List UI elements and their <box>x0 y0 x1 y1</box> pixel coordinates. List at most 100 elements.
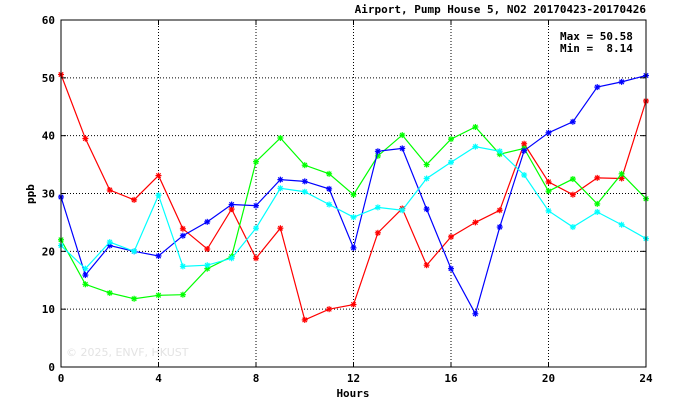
data-point <box>253 158 259 165</box>
data-point <box>472 219 479 226</box>
data-point <box>521 140 528 147</box>
x-tick-label: 20 <box>542 372 555 385</box>
data-point <box>374 148 381 155</box>
data-point <box>594 174 601 181</box>
data-point <box>253 255 259 262</box>
y-tick-label: 60 <box>42 14 55 27</box>
data-point <box>569 224 576 231</box>
chart-title: Airport, Pump House 5, NO2 20170423-2017… <box>355 3 647 16</box>
data-point <box>350 214 357 221</box>
data-point <box>277 176 284 183</box>
data-point <box>423 161 430 168</box>
data-point <box>179 232 186 239</box>
data-point <box>155 172 162 179</box>
data-point <box>82 281 89 288</box>
y-tick-label: 50 <box>42 72 55 85</box>
data-point <box>618 175 625 182</box>
data-point <box>326 201 333 208</box>
series-4 <box>58 143 649 272</box>
data-point <box>179 225 186 232</box>
data-point <box>228 206 235 213</box>
data-point <box>399 145 406 152</box>
data-point <box>106 289 113 296</box>
data-point <box>472 123 479 130</box>
data-point <box>448 265 454 272</box>
data-point <box>521 147 528 154</box>
grid-lines <box>61 20 646 367</box>
data-point <box>569 176 576 183</box>
data-point <box>155 192 162 199</box>
axis-ticks <box>60 19 647 368</box>
data-point <box>131 248 138 255</box>
x-tick-label: 8 <box>253 372 260 385</box>
data-point <box>399 132 406 139</box>
y-tick-label: 0 <box>48 361 55 374</box>
data-point <box>569 118 576 125</box>
data-point <box>277 225 284 232</box>
data-point <box>594 200 601 207</box>
data-point <box>496 224 503 231</box>
data-point <box>496 207 503 214</box>
data-point <box>618 170 625 177</box>
series-layer <box>58 71 649 323</box>
data-point <box>618 221 625 228</box>
data-point <box>301 178 308 185</box>
data-point <box>448 136 454 143</box>
data-point <box>423 206 430 213</box>
data-point <box>350 244 357 251</box>
y-tick-label: 10 <box>42 303 55 316</box>
data-point <box>155 252 162 259</box>
data-point <box>277 185 284 192</box>
data-point <box>301 188 308 195</box>
y-tick-label: 20 <box>42 245 55 258</box>
data-point <box>228 201 235 208</box>
y-axis-label: ppb <box>24 184 37 204</box>
data-point <box>545 188 552 195</box>
data-point <box>423 175 430 182</box>
data-point <box>496 148 503 155</box>
data-point <box>106 239 113 246</box>
y-tick-labels: 0 10 20 30 40 50 60 <box>42 14 55 374</box>
data-point <box>228 255 235 262</box>
data-point <box>106 187 113 194</box>
data-point <box>326 170 333 177</box>
data-point <box>82 135 89 142</box>
data-point <box>350 191 357 198</box>
x-tick-label: 16 <box>444 372 458 385</box>
data-point <box>204 246 211 253</box>
data-point <box>350 301 357 308</box>
data-point <box>253 202 259 209</box>
data-point <box>521 171 528 178</box>
data-point <box>399 207 406 214</box>
data-point <box>131 196 138 203</box>
data-point <box>204 262 211 269</box>
data-point <box>594 84 601 91</box>
data-point <box>131 295 138 302</box>
data-point <box>204 218 211 225</box>
data-point <box>423 262 430 269</box>
data-point <box>545 207 552 214</box>
x-axis-label: Hours <box>336 387 369 400</box>
data-point <box>472 143 479 150</box>
data-point <box>179 263 186 270</box>
max-stat: Max = 50.58 <box>560 30 633 43</box>
data-point <box>326 306 333 313</box>
data-point <box>545 129 552 136</box>
data-point <box>155 292 162 299</box>
data-point <box>448 233 454 240</box>
x-tick-label: 4 <box>155 372 162 385</box>
x-tick-label: 0 <box>58 372 65 385</box>
data-point <box>569 191 576 198</box>
data-point <box>374 204 381 211</box>
x-tick-label: 24 <box>639 372 653 385</box>
data-point <box>179 291 186 298</box>
data-point <box>545 178 552 185</box>
data-point <box>82 272 89 279</box>
x-tick-label: 12 <box>347 372 360 385</box>
data-point <box>594 209 601 216</box>
data-point <box>448 159 454 166</box>
data-point <box>326 185 333 192</box>
y-tick-label: 40 <box>42 130 55 143</box>
data-point <box>301 162 308 169</box>
